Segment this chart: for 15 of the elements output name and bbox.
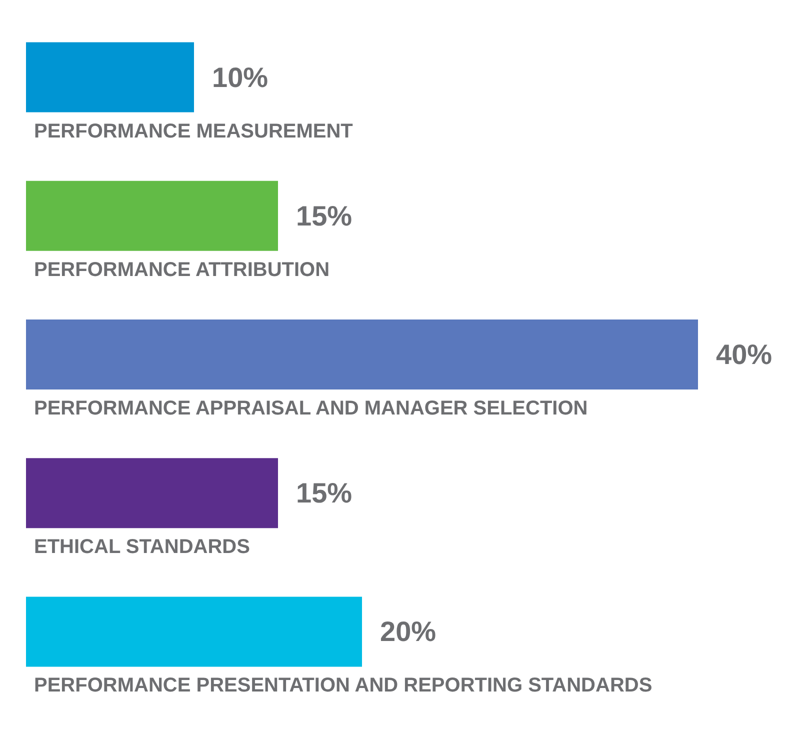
bar <box>26 42 194 112</box>
bar <box>26 458 278 528</box>
bar <box>26 320 698 390</box>
bar <box>26 596 362 667</box>
data-label: 15% <box>296 200 352 232</box>
data-label: 20% <box>380 616 436 648</box>
data-label: 10% <box>212 62 268 93</box>
bar <box>26 180 278 251</box>
y-tick-label: PERFORMANCE APPRAISAL AND MANAGER SELECTION <box>34 398 588 420</box>
y-tick-label: PERFORMANCE MEASUREMENT <box>34 120 353 142</box>
y-tick-label: PERFORMANCE ATTRIBUTION <box>34 258 330 281</box>
data-label: 15% <box>296 478 352 509</box>
y-tick-label: ETHICAL STANDARDS <box>34 536 250 558</box>
data-label: 40% <box>716 339 772 370</box>
y-tick-label: PERFORMANCE PRESENTATION AND REPORTING STANDARDS <box>34 674 652 697</box>
